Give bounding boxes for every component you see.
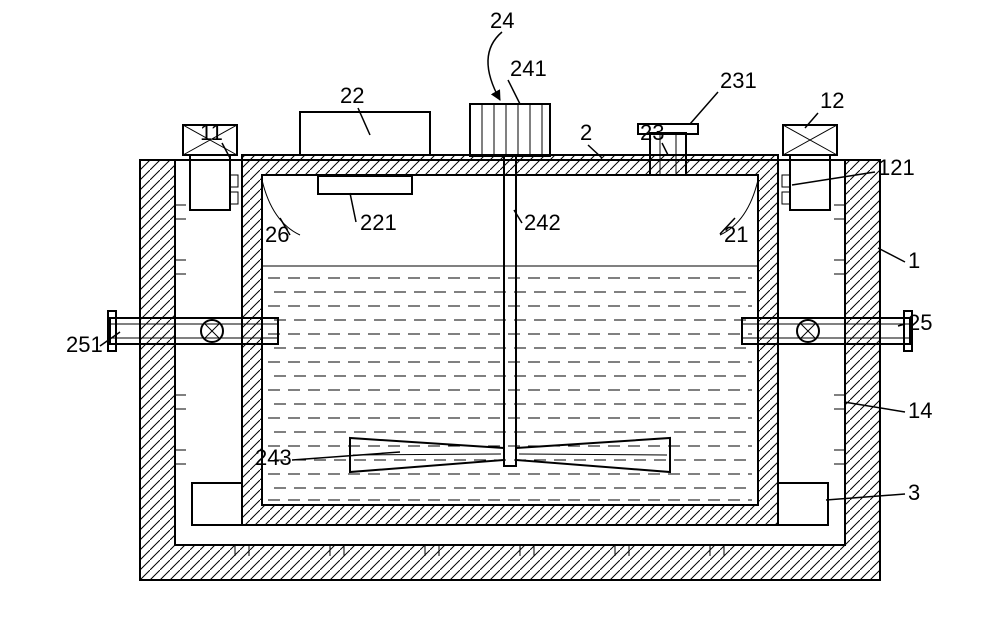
label-241: 241 bbox=[510, 56, 547, 81]
inner-tank bbox=[242, 155, 778, 525]
label-24: 24 bbox=[490, 8, 514, 33]
label-26: 26 bbox=[265, 222, 289, 247]
label-25: 25 bbox=[908, 310, 932, 335]
technical-diagram: 24 241 231 22 2 23 12 121 11 221 26 242 … bbox=[0, 0, 1000, 644]
label-2: 2 bbox=[580, 120, 592, 145]
label-231: 231 bbox=[720, 68, 757, 93]
label-21: 21 bbox=[724, 222, 748, 247]
label-12: 12 bbox=[820, 88, 844, 113]
outer-shell-inner bbox=[175, 160, 845, 545]
wall-notches bbox=[175, 205, 845, 556]
label-251: 251 bbox=[66, 332, 103, 357]
label-1: 1 bbox=[908, 248, 920, 273]
labels: 24 241 231 22 2 23 12 121 11 221 26 242 … bbox=[66, 8, 932, 505]
label-221: 221 bbox=[360, 210, 397, 235]
label-14: 14 bbox=[908, 398, 932, 423]
spacer-right bbox=[778, 483, 828, 525]
support-right bbox=[783, 125, 837, 210]
label-121: 121 bbox=[878, 155, 915, 180]
support-bracket-121 bbox=[230, 175, 790, 204]
label-242: 242 bbox=[524, 210, 561, 235]
label-11: 11 bbox=[200, 120, 223, 145]
water-fill bbox=[262, 266, 758, 500]
label-23: 23 bbox=[640, 120, 664, 145]
label-22: 22 bbox=[340, 83, 364, 108]
spacer-left bbox=[192, 483, 242, 525]
label-3: 3 bbox=[908, 480, 920, 505]
label-243: 243 bbox=[255, 445, 292, 470]
